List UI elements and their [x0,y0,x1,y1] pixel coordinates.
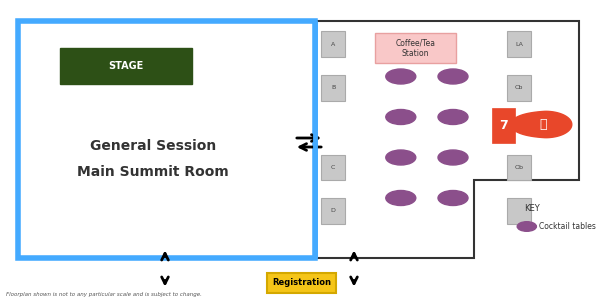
Polygon shape [315,21,579,258]
Bar [267,273,336,292]
Text: Main Summit Room: Main Summit Room [77,166,229,179]
Bar [507,154,531,180]
Circle shape [386,190,416,206]
Bar [507,32,531,57]
Text: Ob: Ob [515,165,523,170]
Text: LA: LA [515,42,523,47]
Bar [321,32,345,57]
Circle shape [438,110,468,124]
Text: 7: 7 [499,119,508,132]
Circle shape [386,69,416,84]
Circle shape [386,150,416,165]
Text: Cocktail tables: Cocktail tables [539,222,596,231]
Text: Registration: Registration [272,278,331,287]
Text: General Session: General Session [90,139,216,152]
Polygon shape [511,111,572,138]
Bar [18,21,315,258]
Bar [321,154,345,180]
Circle shape [386,110,416,124]
Bar [321,75,345,100]
Text: A: A [331,42,335,47]
Bar [507,198,531,224]
Bar [375,33,456,63]
Text: Floorplan shown is not to any particular scale and is subject to change.: Floorplan shown is not to any particular… [6,292,202,297]
Text: KEY: KEY [524,204,539,213]
Text: D: D [331,208,335,213]
Circle shape [438,69,468,84]
Text: Coffee/Tea
Station: Coffee/Tea Station [395,38,436,58]
Circle shape [517,222,536,231]
Bar [60,48,192,84]
Text: B: B [331,85,335,90]
Bar [321,198,345,224]
Circle shape [438,190,468,206]
Text: ⏻: ⏻ [539,118,547,131]
Bar [492,108,515,142]
Text: C: C [331,165,335,170]
Bar [507,75,531,100]
Circle shape [438,150,468,165]
Text: STAGE: STAGE [109,61,143,71]
Text: Cb: Cb [515,85,523,90]
